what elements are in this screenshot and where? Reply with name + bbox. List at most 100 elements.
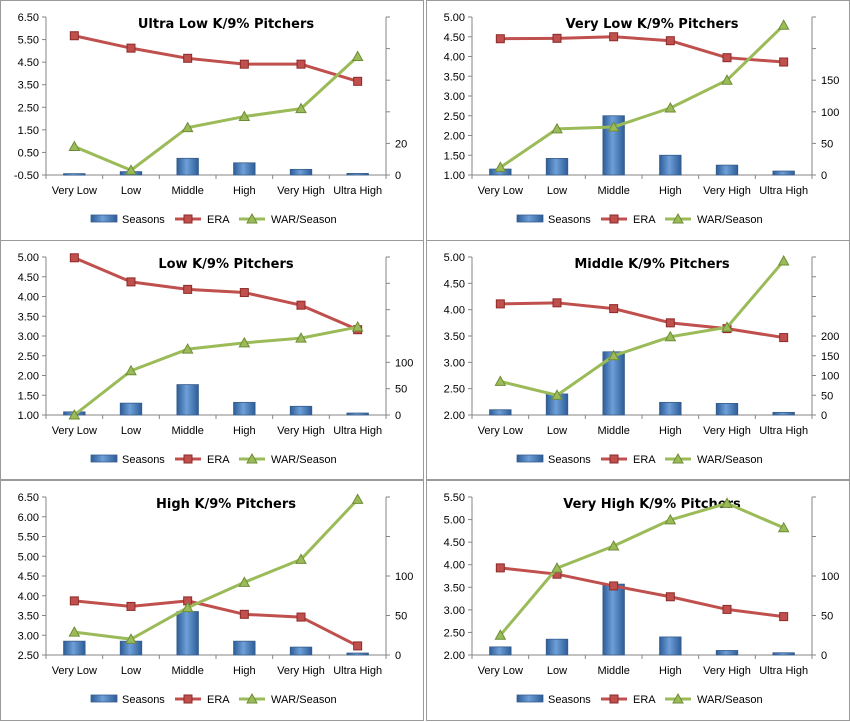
x-tick-label: Ultra High <box>759 185 808 197</box>
chart-svg: Low K/9% Pitchers 1.00 1.50 2.00 2.50 3.00 3.5… <box>18 252 414 466</box>
legend-marker-era <box>183 694 193 704</box>
marker-era <box>69 253 79 263</box>
x-tick-label: Ultra High <box>333 425 382 437</box>
marker-era <box>665 592 675 602</box>
bar-seasons <box>289 646 313 656</box>
marker-war <box>68 140 81 152</box>
chart-svg: Ultra Low K/9% Pitchers -0.50 0.50 1.50 2.50… <box>14 12 407 226</box>
series-line-war <box>499 24 785 169</box>
marker-era <box>296 612 306 622</box>
y-right-tick-label: 150 <box>821 351 839 363</box>
legend-label: Seasons <box>122 694 165 706</box>
y-left-tick-label: 3.50 <box>18 80 39 92</box>
x-tick-label: Ultra High <box>333 185 382 197</box>
y-right-tick-label: 50 <box>821 138 833 150</box>
y-right-tick-label: 0 <box>395 410 401 422</box>
y-left-tick-label: 3.00 <box>444 605 465 617</box>
y-left-tick-label: 1.00 <box>444 170 465 182</box>
legend-marker-era <box>609 454 619 464</box>
x-tick-label: High <box>659 185 682 197</box>
marker-war <box>607 539 620 551</box>
marker-war <box>607 349 620 361</box>
chart-title: Middle K/9% Pitchers <box>574 257 730 272</box>
y-right-tick-label: 50 <box>395 611 407 623</box>
marker-war <box>664 513 677 525</box>
series-line-war <box>499 259 785 397</box>
x-tick-label: Very High <box>277 185 325 197</box>
y-left-tick-label: 1.50 <box>18 125 39 137</box>
y-left-tick-label: 0.50 <box>18 147 39 159</box>
marker-era <box>126 277 136 287</box>
chart-panel: Ultra Low K/9% Pitchers -0.50 0.50 1.50 2.50… <box>0 0 424 241</box>
y-left-tick-label: 6.00 <box>18 512 39 524</box>
y-right-tick-label: 0 <box>821 410 827 422</box>
y-left-tick-label: -0.50 <box>14 170 39 182</box>
marker-era <box>183 53 193 63</box>
series-line-era <box>500 35 784 64</box>
marker-war <box>721 74 733 85</box>
chart-title: Very High K/9% Pitchers <box>563 497 741 512</box>
marker-era <box>69 31 79 41</box>
x-tick-label: Low <box>121 185 141 197</box>
legend-marker-era <box>183 454 193 464</box>
series-line-war <box>73 55 359 172</box>
legend-marker-era <box>609 214 619 224</box>
x-tick-label: Very Low <box>478 665 523 677</box>
legend-marker-war <box>672 692 684 704</box>
marker-era <box>552 298 562 308</box>
y-left-tick-label: 4.50 <box>18 571 39 583</box>
marker-war <box>68 408 81 420</box>
legend-label: Seasons <box>548 694 591 706</box>
y-left-tick-label: 4.00 <box>444 52 465 64</box>
marker-era <box>665 318 675 328</box>
marker-war <box>295 102 307 114</box>
marker-war <box>68 626 81 637</box>
y-left-tick-label: 5.50 <box>18 532 39 544</box>
chart-panel: Low K/9% Pitchers 1.00 1.50 2.00 2.50 3.00 3.5… <box>0 240 424 480</box>
bar-seasons <box>176 611 199 656</box>
legend: Seasons ERA WAR/Season <box>90 692 337 706</box>
marker-war <box>351 493 364 504</box>
y-left-tick-label: 4.50 <box>444 278 465 290</box>
y-right-tick-label: 100 <box>821 371 839 383</box>
legend-swatch-seasons <box>516 454 544 463</box>
x-tick-label: Very High <box>277 665 325 677</box>
chart-title: High K/9% Pitchers <box>156 497 296 512</box>
marker-era <box>495 563 505 573</box>
y-left-tick-label: 2.50 <box>444 111 465 123</box>
y-left-tick-label: 5.00 <box>18 252 39 264</box>
y-left-tick-label: 2.00 <box>444 410 465 422</box>
y-left-tick-label: 3.50 <box>444 71 465 83</box>
marker-era <box>239 609 249 619</box>
x-tick-label: Very Low <box>52 185 97 197</box>
legend: Seasons ERA WAR/Season <box>516 692 763 706</box>
x-tick-label: Ultra High <box>759 425 808 437</box>
marker-war <box>351 50 364 61</box>
x-tick-label: Middle <box>171 425 203 437</box>
x-tick-label: Middle <box>597 425 629 437</box>
bar-seasons <box>659 401 682 416</box>
series-line-era <box>73 256 359 332</box>
x-tick-label: Very High <box>703 185 751 197</box>
marker-war <box>295 332 307 343</box>
legend-label: Seasons <box>548 214 591 226</box>
marker-war <box>181 343 194 354</box>
y-right-tick-label: 150 <box>821 75 839 87</box>
y-left-tick-label: 3.50 <box>18 611 39 623</box>
y-left-tick-label: 5.00 <box>444 515 465 527</box>
marker-era <box>296 59 306 69</box>
y-left-tick-label: 3.50 <box>444 331 465 343</box>
chart-svg: High K/9% Pitchers 2.50 3.00 3.50 4.00 4.50 5.… <box>18 492 414 706</box>
legend-label: ERA <box>207 694 230 706</box>
series-line-war <box>499 501 785 637</box>
marker-war <box>494 161 507 172</box>
y-left-tick-label: 4.00 <box>18 591 39 603</box>
y-left-tick-label: 4.50 <box>18 57 39 69</box>
marker-war <box>664 330 677 342</box>
x-tick-label: Very Low <box>52 665 97 677</box>
legend-label: WAR/Season <box>271 694 337 706</box>
x-tick-label: Low <box>547 425 567 437</box>
bar-seasons <box>289 405 313 416</box>
x-tick-label: Low <box>121 425 141 437</box>
y-left-tick-label: 3.00 <box>444 357 465 369</box>
